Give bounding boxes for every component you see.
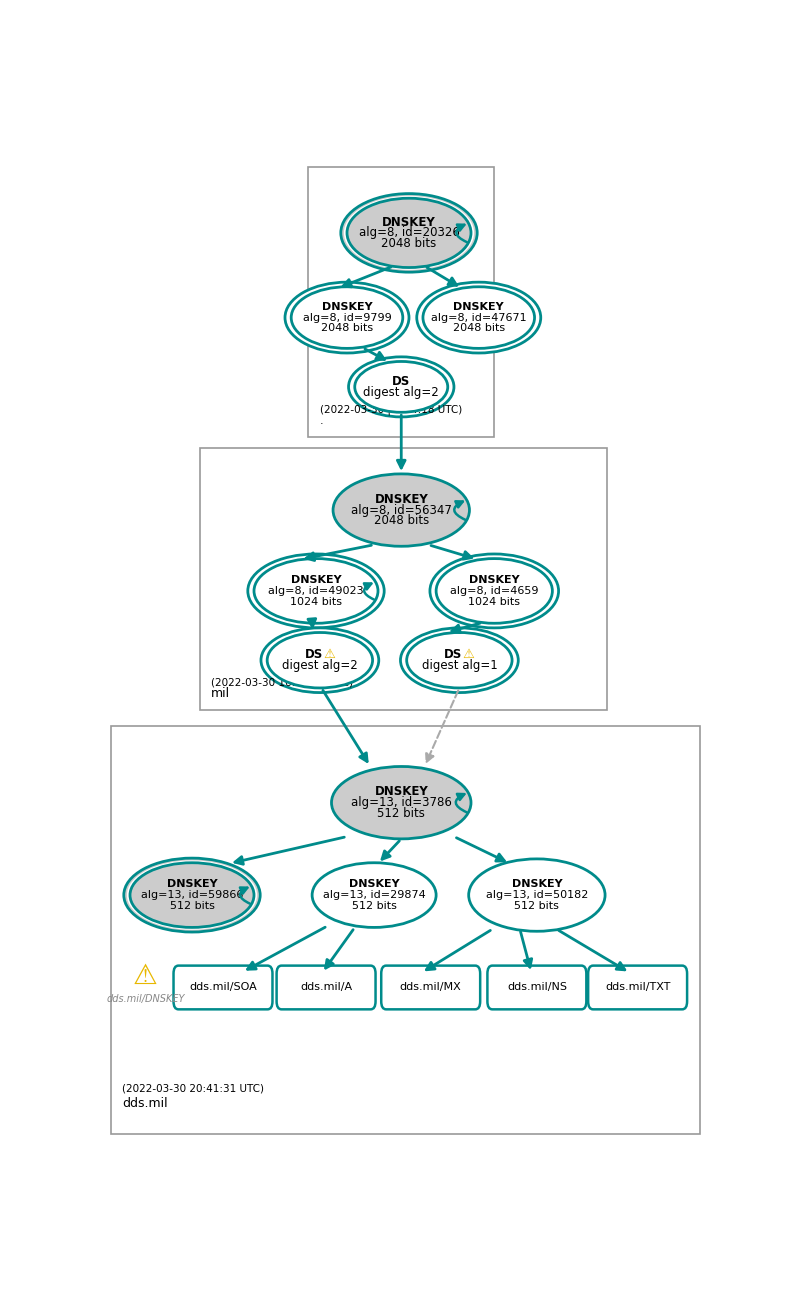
Ellipse shape [130, 863, 254, 927]
Ellipse shape [251, 556, 381, 626]
Ellipse shape [355, 361, 447, 412]
Ellipse shape [420, 284, 538, 351]
Ellipse shape [254, 559, 378, 624]
Ellipse shape [433, 556, 555, 626]
Ellipse shape [406, 633, 512, 688]
Ellipse shape [404, 630, 515, 690]
Ellipse shape [401, 627, 518, 692]
Ellipse shape [264, 630, 375, 690]
Ellipse shape [341, 194, 478, 273]
Ellipse shape [288, 284, 406, 351]
Text: alg=8, id=56347: alg=8, id=56347 [351, 504, 451, 517]
Text: dds.mil/TXT: dds.mil/TXT [605, 982, 670, 992]
Ellipse shape [344, 196, 474, 270]
FancyBboxPatch shape [173, 965, 272, 1009]
Text: alg=13, id=50182: alg=13, id=50182 [485, 890, 588, 900]
Text: 1024 bits: 1024 bits [290, 596, 342, 607]
FancyBboxPatch shape [487, 965, 586, 1009]
Text: ⚠: ⚠ [463, 648, 474, 661]
Text: dds.mil/DNSKEY: dds.mil/DNSKEY [106, 994, 185, 1004]
Text: mil: mil [211, 687, 230, 700]
Text: alg=8, id=49023: alg=8, id=49023 [268, 586, 364, 596]
Ellipse shape [267, 633, 372, 688]
Text: alg=8, id=47671: alg=8, id=47671 [431, 313, 527, 322]
FancyBboxPatch shape [381, 965, 480, 1009]
Ellipse shape [348, 357, 454, 417]
Text: DS: DS [444, 648, 463, 661]
Ellipse shape [347, 199, 471, 268]
Text: (2022-03-30 16:54:19 UTC): (2022-03-30 16:54:19 UTC) [211, 678, 353, 687]
Text: dds.mil/NS: dds.mil/NS [507, 982, 567, 992]
Text: 1024 bits: 1024 bits [468, 596, 520, 607]
Ellipse shape [352, 359, 451, 414]
Text: DNSKEY: DNSKEY [322, 301, 372, 312]
Text: dds.mil/A: dds.mil/A [300, 982, 352, 992]
Text: DNSKEY: DNSKEY [512, 879, 562, 890]
Text: 512 bits: 512 bits [515, 902, 559, 911]
Text: DS: DS [305, 648, 323, 661]
FancyBboxPatch shape [200, 448, 607, 711]
Ellipse shape [124, 859, 261, 933]
Text: DS: DS [392, 375, 410, 388]
FancyBboxPatch shape [111, 726, 699, 1134]
Ellipse shape [417, 282, 541, 353]
Text: 2048 bits: 2048 bits [453, 323, 505, 334]
Text: dds.mil: dds.mil [122, 1096, 168, 1109]
Text: digest alg=1: digest alg=1 [421, 659, 497, 672]
Text: DNSKEY: DNSKEY [348, 879, 399, 890]
Ellipse shape [423, 287, 535, 348]
Ellipse shape [436, 559, 552, 624]
Ellipse shape [332, 766, 471, 839]
Text: 2048 bits: 2048 bits [374, 514, 429, 527]
Text: ⚠: ⚠ [323, 648, 335, 661]
Text: alg=8, id=9799: alg=8, id=9799 [303, 313, 391, 322]
Text: 512 bits: 512 bits [169, 902, 215, 911]
Text: DNSKEY: DNSKEY [469, 575, 520, 585]
Text: DNSKEY: DNSKEY [382, 216, 436, 229]
Text: DNSKEY: DNSKEY [375, 786, 428, 799]
Ellipse shape [312, 863, 436, 927]
Ellipse shape [248, 553, 384, 627]
Text: .: . [320, 416, 323, 426]
Text: DNSKEY: DNSKEY [454, 301, 504, 312]
Text: 2048 bits: 2048 bits [321, 323, 373, 334]
Text: alg=13, id=3786: alg=13, id=3786 [351, 796, 451, 809]
Text: 512 bits: 512 bits [352, 902, 397, 911]
Ellipse shape [333, 474, 470, 547]
FancyBboxPatch shape [276, 965, 375, 1009]
Text: alg=13, id=29874: alg=13, id=29874 [323, 890, 425, 900]
Text: 2048 bits: 2048 bits [382, 238, 436, 251]
Text: ⚠: ⚠ [133, 963, 158, 990]
Text: alg=8, id=4659: alg=8, id=4659 [450, 586, 539, 596]
Text: dds.mil/MX: dds.mil/MX [400, 982, 462, 992]
Ellipse shape [261, 627, 379, 692]
Ellipse shape [291, 287, 403, 348]
Text: 512 bits: 512 bits [377, 807, 425, 820]
Text: alg=13, id=59866: alg=13, id=59866 [141, 890, 243, 900]
Text: dds.mil/SOA: dds.mil/SOA [189, 982, 257, 992]
Text: DNSKEY: DNSKEY [166, 879, 217, 890]
Text: alg=8, id=20326: alg=8, id=20326 [359, 226, 459, 239]
Text: (2022-03-30 20:41:31 UTC): (2022-03-30 20:41:31 UTC) [122, 1083, 265, 1094]
Text: digest alg=2: digest alg=2 [364, 386, 439, 399]
Text: DNSKEY: DNSKEY [291, 575, 341, 585]
Ellipse shape [285, 282, 409, 353]
Ellipse shape [430, 553, 558, 627]
Ellipse shape [127, 860, 257, 930]
FancyBboxPatch shape [308, 168, 494, 436]
Text: digest alg=2: digest alg=2 [282, 659, 358, 672]
Text: (2022-03-30 | 6:04:18 UTC): (2022-03-30 | 6:04:18 UTC) [320, 404, 462, 414]
FancyBboxPatch shape [588, 965, 687, 1009]
Ellipse shape [469, 859, 605, 931]
Text: DNSKEY: DNSKEY [375, 492, 428, 505]
